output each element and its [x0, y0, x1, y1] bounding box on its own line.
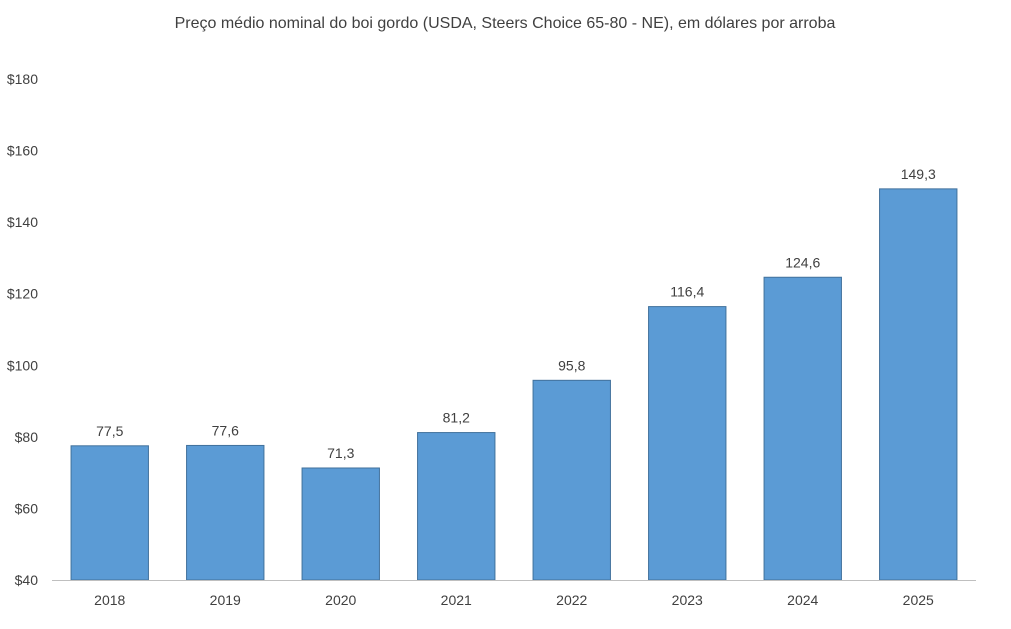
- data-label-2019: 77,6: [212, 422, 239, 438]
- data-label-2018: 77,5: [96, 423, 123, 439]
- y-tick-label: $60: [15, 500, 39, 516]
- bar-2021: [417, 432, 496, 581]
- y-tick-label: $40: [15, 572, 39, 588]
- bar-2022: [532, 379, 611, 581]
- x-tick-label-2019: 2019: [210, 592, 241, 608]
- bar-2023: [648, 306, 727, 581]
- x-tick-label-2025: 2025: [903, 592, 934, 608]
- x-axis: 2018 2019 2020 2021 2022 2023 2024 2025: [52, 580, 976, 608]
- y-axis: $40 $60 $80 $100 $120 $140 $160 $180: [7, 71, 38, 588]
- bar-2019: [186, 444, 265, 581]
- y-tick-label: $160: [7, 143, 38, 159]
- bars: [70, 188, 958, 581]
- data-label-2024: 124,6: [785, 254, 820, 270]
- bar-2025: [879, 188, 958, 581]
- bar-2024: [763, 276, 842, 581]
- x-tick-label-2023: 2023: [672, 592, 703, 608]
- data-label-2023: 116,4: [670, 284, 704, 300]
- x-tick-label-2018: 2018: [94, 592, 125, 608]
- data-label-2022: 95,8: [558, 357, 585, 373]
- y-tick-label: $80: [15, 429, 39, 445]
- data-label-2020: 71,3: [327, 445, 354, 461]
- x-tick-label-2020: 2020: [325, 592, 356, 608]
- y-tick-label: $180: [7, 71, 38, 87]
- y-tick-label: $120: [7, 286, 38, 302]
- bar-2018: [70, 445, 149, 581]
- data-label-2025: 149,3: [901, 166, 936, 182]
- x-tick-label-2021: 2021: [441, 592, 472, 608]
- chart-title: Preço médio nominal do boi gordo (USDA, …: [175, 15, 836, 32]
- data-label-2021: 81,2: [443, 410, 470, 426]
- data-labels: 77,5 77,6 71,3 81,2 95,8 116,4 124,6 149,3: [96, 166, 936, 461]
- bar-2020: [301, 467, 380, 581]
- y-tick-label: $100: [7, 357, 38, 373]
- y-tick-label: $140: [7, 214, 38, 230]
- x-tick-label-2022: 2022: [556, 592, 587, 608]
- x-tick-label-2024: 2024: [787, 592, 818, 608]
